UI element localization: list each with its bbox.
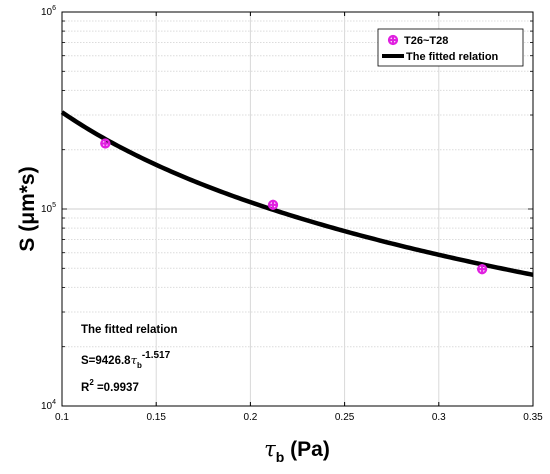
x-tick-label: 0.2 bbox=[243, 412, 257, 423]
x-tick-label: 0.35 bbox=[523, 412, 543, 423]
data-point bbox=[100, 138, 111, 149]
annotation-equation: S=9426.8τb-1.517 bbox=[81, 350, 171, 370]
x-axis-label: τb (Pa) bbox=[264, 437, 330, 465]
y-axis: 104 105 106 bbox=[41, 5, 533, 412]
annotation-title: The fitted relation bbox=[81, 324, 177, 336]
data-point bbox=[267, 199, 279, 210]
x-tick-label: 0.1 bbox=[55, 412, 69, 423]
y-tick-label: 105 bbox=[41, 202, 56, 215]
x-tick-label: 0.25 bbox=[335, 412, 355, 423]
y-axis-label: S (μm*s) bbox=[16, 166, 39, 251]
annotation-r-squared: R2 =0.9937 bbox=[81, 378, 139, 394]
data-point bbox=[477, 264, 488, 275]
legend-label-fit: The fitted relation bbox=[406, 51, 499, 63]
grid-lines bbox=[62, 12, 533, 406]
x-tick-label: 0.15 bbox=[146, 412, 166, 423]
x-tick-label: 0.3 bbox=[432, 412, 446, 423]
legend: T26~T28 The fitted relation bbox=[377, 28, 524, 67]
legend-marker-icon bbox=[387, 34, 399, 46]
fit-annotation: The fitted relation S=9426.8τb-1.517 R2 … bbox=[81, 324, 177, 394]
y-tick-label: 104 bbox=[41, 399, 56, 412]
y-tick-label: 106 bbox=[41, 5, 56, 18]
legend-box bbox=[377, 28, 524, 67]
series-layer bbox=[60, 110, 534, 278]
legend-label-data: T26~T28 bbox=[404, 35, 448, 47]
fitted-line bbox=[60, 110, 534, 278]
x-axis: 0.1 0.15 0.2 0.25 0.3 0.35 bbox=[55, 12, 543, 423]
